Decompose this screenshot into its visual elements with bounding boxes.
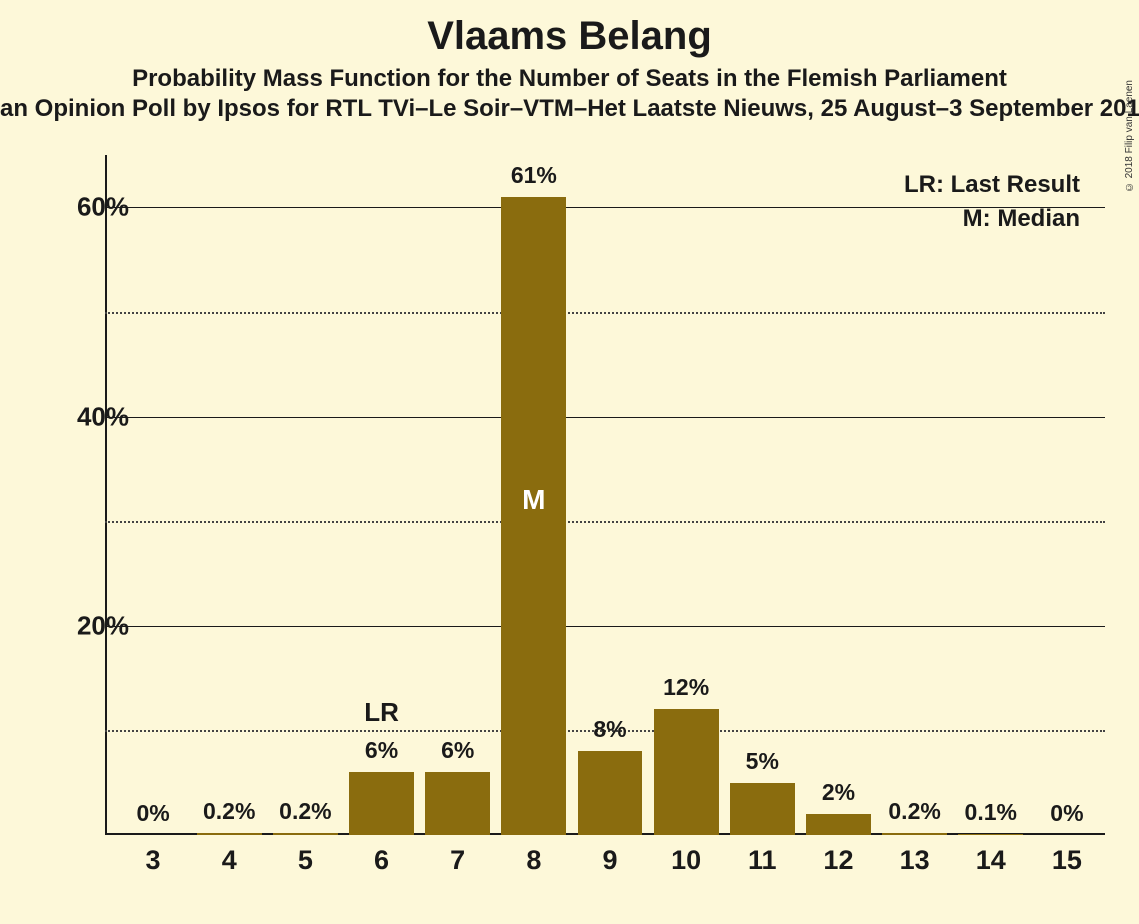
grid-minor-line	[105, 521, 1105, 523]
y-tick-label: 60%	[77, 192, 129, 223]
x-tick-label: 13	[900, 845, 930, 876]
bar-value-label: 2%	[822, 779, 855, 806]
x-tick-label: 12	[823, 845, 853, 876]
bar-value-label: 0%	[136, 800, 169, 827]
x-tick-label: 9	[602, 845, 617, 876]
chart-container: Vlaams Belang Probability Mass Function …	[0, 0, 1139, 924]
bar	[425, 772, 490, 835]
x-tick-label: 15	[1052, 845, 1082, 876]
copyright-text: © 2018 Filip van Laenen	[1124, 80, 1135, 192]
marker-lr: LR	[364, 697, 399, 728]
x-tick-label: 8	[526, 845, 541, 876]
legend-m: M: Median	[963, 205, 1080, 233]
bar-value-label: 6%	[441, 737, 474, 764]
bar-value-label: 6%	[365, 737, 398, 764]
bar	[730, 783, 795, 835]
x-tick-label: 6	[374, 845, 389, 876]
bar-value-label: 61%	[511, 162, 557, 189]
marker-m: M	[522, 484, 545, 516]
legend-lr: LR: Last Result	[904, 171, 1080, 199]
bar-value-label: 12%	[663, 674, 709, 701]
bar	[273, 833, 338, 835]
bar-value-label: 0.1%	[965, 799, 1017, 826]
chart-subtitle-1: Probability Mass Function for the Number…	[0, 59, 1139, 93]
chart-subtitle-2: an Opinion Poll by Ipsos for RTL TVi–Le …	[0, 93, 1139, 123]
x-tick-label: 5	[298, 845, 313, 876]
bar	[654, 709, 719, 835]
bar-value-label: 0.2%	[888, 798, 940, 825]
x-tick-label: 7	[450, 845, 465, 876]
y-tick-label: 20%	[77, 610, 129, 641]
grid-major-line	[105, 626, 1105, 627]
y-tick-label: 40%	[77, 401, 129, 432]
x-tick-label: 4	[222, 845, 237, 876]
bar-value-label: 0%	[1050, 800, 1083, 827]
grid-minor-line	[105, 312, 1105, 314]
bar-value-label: 0.2%	[279, 798, 331, 825]
bar	[958, 834, 1023, 835]
bar	[578, 751, 643, 835]
bar	[806, 814, 871, 835]
bar	[197, 833, 262, 835]
grid-major-line	[105, 417, 1105, 418]
bar-value-label: 0.2%	[203, 798, 255, 825]
x-tick-label: 10	[671, 845, 701, 876]
x-tick-label: 11	[748, 845, 777, 876]
x-tick-label: 14	[976, 845, 1006, 876]
y-axis	[105, 155, 107, 835]
plot-area: 0%0.2%0.2%6%6%61%8%12%5%2%0.2%0.1%0%LRM …	[105, 155, 1105, 835]
x-tick-label: 3	[146, 845, 161, 876]
grid-major-line	[105, 207, 1105, 208]
chart-title: Vlaams Belang	[0, 0, 1139, 59]
bar	[882, 833, 947, 835]
bar	[349, 772, 414, 835]
bar-value-label: 5%	[746, 748, 779, 775]
bar-value-label: 8%	[593, 716, 626, 743]
